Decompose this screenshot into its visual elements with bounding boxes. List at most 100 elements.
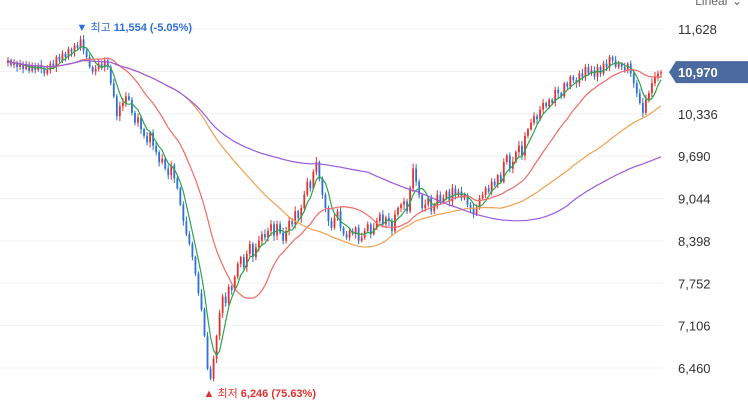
candle-body [52, 63, 55, 67]
candle-body [182, 204, 185, 222]
candle-body [415, 168, 418, 182]
y-tick-label: 11,628 [678, 22, 717, 37]
y-tick-label: 10,336 [678, 107, 718, 122]
candle-body [409, 188, 411, 212]
candle-body [73, 45, 76, 52]
candle-body [264, 234, 266, 238]
candle-body [391, 221, 393, 231]
candle-body [578, 73, 581, 84]
candle-body [599, 66, 602, 74]
candle-body [484, 188, 487, 195]
candle-body [100, 63, 103, 67]
candle-body [493, 181, 496, 185]
candle-body [469, 204, 472, 208]
candle-body [327, 207, 330, 222]
candle-body [70, 49, 73, 52]
candle-body [224, 296, 227, 304]
candle-body [397, 207, 399, 215]
candle-body [584, 66, 587, 77]
candle-body [121, 102, 124, 107]
candle-body [439, 194, 442, 202]
candle-body [620, 63, 623, 67]
candle-body [170, 165, 173, 176]
scale-mode-dropdown[interactable]: Linear ⌄ [695, 0, 742, 8]
candle-body [55, 57, 58, 67]
candle-body [433, 204, 436, 212]
candle-body [369, 224, 372, 235]
candle-body [381, 214, 384, 225]
candle-body [248, 244, 251, 254]
candle-body [514, 152, 517, 163]
candle-body [521, 145, 523, 156]
candle-body [221, 296, 224, 313]
candle-body [505, 155, 508, 163]
candle-body [478, 198, 481, 208]
candle-body [261, 234, 263, 241]
candle-body [596, 66, 599, 77]
candle-body [593, 70, 596, 77]
candle-body [321, 178, 324, 195]
candle-body [345, 234, 348, 238]
candle-body [412, 168, 415, 189]
candle-body [451, 188, 454, 202]
candle-body [608, 57, 611, 67]
candle-body [530, 122, 532, 130]
candle-body [218, 312, 221, 336]
candle-body [212, 358, 215, 379]
candle-body [185, 221, 188, 235]
candle-body [22, 63, 25, 69]
candle-body [499, 175, 502, 182]
candle-body [403, 201, 405, 205]
candle-body [418, 181, 421, 195]
candle-body [279, 224, 281, 233]
candle-body [475, 207, 478, 215]
candle-body [203, 309, 206, 336]
candle-body [651, 83, 653, 94]
high-annotation-part: (-5.05%) [150, 22, 193, 34]
candle-body [524, 135, 526, 156]
candle-body [227, 286, 230, 304]
candle-body [324, 194, 327, 208]
candle-body [445, 191, 448, 199]
candle-body [548, 99, 551, 107]
candle-body [115, 96, 118, 117]
candle-body [617, 63, 620, 67]
candle-body [318, 162, 321, 179]
candle-body [330, 221, 333, 228]
y-tick-label: 7,106 [678, 319, 711, 334]
candle-body [128, 96, 130, 100]
candle-body [46, 70, 49, 74]
candle-body [563, 83, 566, 97]
candle-body [197, 273, 200, 294]
candle-body [354, 227, 357, 235]
candle-body [605, 63, 608, 67]
candle-body [200, 293, 203, 310]
low-annotation: ▲ 최저 6,246 (75.63%) [204, 387, 317, 400]
candle-body [454, 188, 457, 195]
high-annotation-part: 11,554 [114, 22, 150, 34]
candle-body [303, 194, 306, 208]
candle-body [360, 237, 363, 241]
high-annotation-part: ▼ [77, 22, 91, 34]
candle-body [336, 211, 339, 218]
candle-body [88, 57, 91, 67]
candle-body [518, 145, 520, 153]
candle-body [375, 221, 378, 228]
candle-body [25, 64, 28, 69]
candle-body [424, 204, 427, 208]
low-annotation-part: ▲ [204, 388, 218, 400]
candle-body [209, 368, 212, 379]
candle-body [481, 194, 484, 199]
low-annotation-part: (75.63%) [271, 388, 316, 400]
high-annotation: ▼ 최고 11,554 (-5.05%) [77, 21, 193, 34]
candle-body [315, 162, 318, 172]
candle-body [539, 109, 541, 120]
candle-body [258, 240, 260, 248]
candle-body [64, 53, 67, 58]
candle-body [245, 253, 248, 267]
candle-body [490, 181, 493, 192]
y-tick-label: 9,044 [678, 192, 711, 207]
candle-body [378, 214, 381, 222]
candle-body [76, 45, 79, 48]
